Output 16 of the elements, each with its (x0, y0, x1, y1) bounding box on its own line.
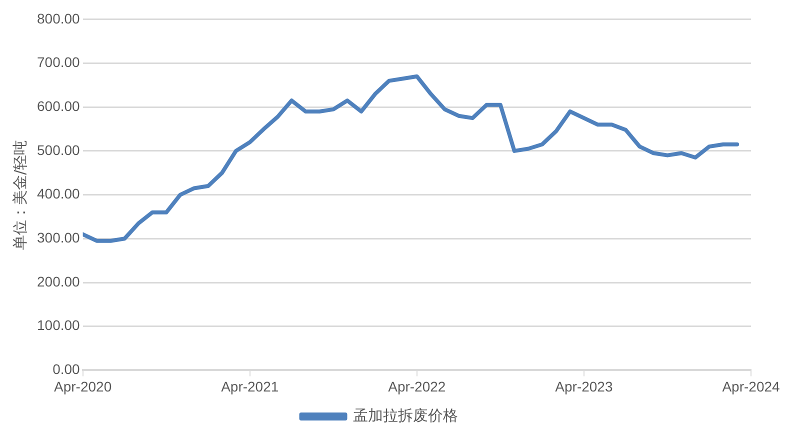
x-tick-label: Apr-2020 (54, 378, 112, 394)
y-tick-label: 700.00 (36, 54, 80, 70)
y-axis-title: 单位：美金/轻吨 (10, 140, 29, 250)
y-tick-label: 600.00 (36, 98, 80, 114)
y-tick-label: 200.00 (36, 273, 80, 290)
y-tick-label: 400.00 (36, 186, 80, 202)
y-tick-label: 100.00 (36, 317, 80, 334)
y-tick-label: 500.00 (36, 142, 80, 158)
y-tick-label: 300.00 (36, 230, 80, 246)
x-tick-label: Apr-2022 (388, 378, 446, 394)
x-tick-label: Apr-2021 (221, 378, 279, 394)
y-tick-label: 800.00 (36, 10, 80, 26)
x-tick-label: Apr-2023 (555, 378, 613, 394)
legend-label: 孟加拉拆废价格 (352, 406, 458, 424)
x-tick-label: Apr-2024 (722, 378, 780, 394)
y-tick-label: 0.00 (52, 361, 80, 378)
